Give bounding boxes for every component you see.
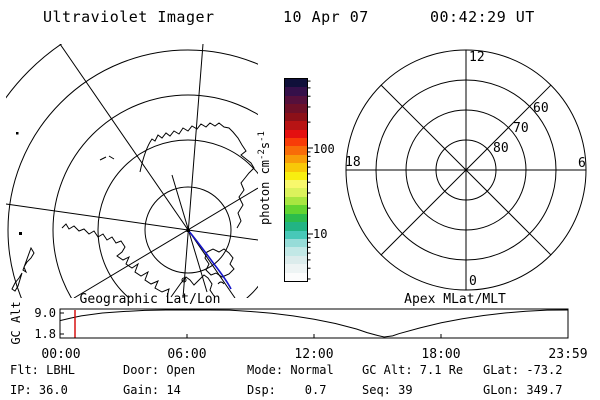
strip-chart-ticks xyxy=(60,312,442,338)
gain-value: Gain: 14 xyxy=(123,383,181,397)
ytick-9: 9.0 xyxy=(34,306,56,320)
colorbar-gradient xyxy=(284,78,308,282)
xtick-1200: 12:00 xyxy=(294,347,333,362)
mlt-spokes xyxy=(346,50,586,290)
mlat-label-60: 60 xyxy=(533,101,549,116)
longitude-lines xyxy=(6,44,258,298)
colorbar-tick-10: 10 xyxy=(313,227,328,241)
mlat-label-80: 80 xyxy=(493,141,509,156)
seq-value: Seq: 39 xyxy=(362,383,413,397)
strip-ylabel: GC Alt xyxy=(9,301,23,344)
app-title: Ultraviolet Imager xyxy=(43,8,215,26)
colorbar-ticks xyxy=(307,80,313,280)
ytick-1.8: 1.8 xyxy=(34,327,56,341)
geo-map-title: Geographic Lat/Lon xyxy=(79,292,221,307)
ip-value: IP: 36.0 xyxy=(10,383,68,397)
geographic-map xyxy=(6,44,258,298)
glon-value: GLon: 349.7 xyxy=(483,383,563,397)
mlt-label-18: 18 xyxy=(345,155,361,170)
gcalt-value: GC Alt: 7.1 Re xyxy=(362,363,464,377)
dsp-value: Dsp: 0.7 xyxy=(247,383,327,397)
mode-value: Mode: Normal xyxy=(247,363,334,377)
glat-value: GLat: -73.2 xyxy=(483,363,563,377)
mlat-label-70: 70 xyxy=(513,121,529,136)
colorbar-tick-100: 100 xyxy=(313,142,335,156)
door-value: Door: Open xyxy=(123,363,196,377)
map-pole-point xyxy=(186,228,190,232)
time-label: 00:42:29 UT xyxy=(430,8,535,26)
mlt-label-12: 12 xyxy=(469,50,485,65)
mlt-label-6: 6 xyxy=(578,156,586,171)
xtick-1800: 18:00 xyxy=(421,347,460,362)
apex-plot-title: Apex MLat/MLT xyxy=(404,292,506,307)
coastlines xyxy=(11,122,255,298)
date-label: 10 Apr 07 xyxy=(283,8,369,26)
colorbar-unit-label: photon cm-2s-1 xyxy=(257,131,272,225)
flt-value: Flt: LBHL xyxy=(10,363,76,377)
mlt-label-0: 0 xyxy=(469,274,477,289)
xtick-0000: 00:00 xyxy=(41,347,80,362)
xtick-0600: 06:00 xyxy=(167,347,206,362)
xtick-2359: 23:59 xyxy=(548,347,587,362)
gc-alt-curve xyxy=(59,309,568,338)
strip-chart-frame xyxy=(59,308,569,339)
gc-alt-strip-chart: GC Alt 9.0 1.8 00:00 06:00 12:00 18:00 2… xyxy=(9,301,588,362)
apex-polar-plot: 12 18 6 0 60 70 80 xyxy=(345,49,587,291)
satellite-track xyxy=(187,229,232,290)
latitude-circles xyxy=(6,44,258,298)
